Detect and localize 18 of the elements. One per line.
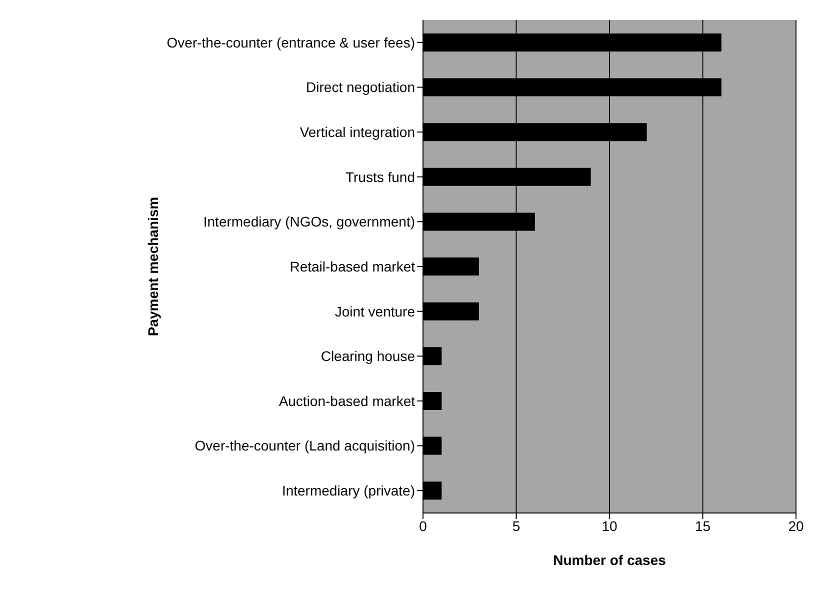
x-tick-label: 15 — [694, 518, 711, 534]
y-axis-title: Payment mechanism — [144, 196, 161, 336]
y-tick-label: Over-the-counter (Land acquisition) — [194, 438, 415, 454]
x-tick-label: 10 — [602, 518, 618, 534]
x-tick-label: 5 — [512, 518, 520, 534]
y-tick-label: Auction-based market — [278, 392, 416, 409]
y-tick-label: Intermediary (NGOs, government) — [203, 214, 415, 230]
y-tick-label: Direct negotiation — [306, 79, 415, 96]
y-tick-label: Trusts fund — [345, 168, 415, 185]
x-tick-label: 20 — [788, 518, 804, 534]
y-tick-label: Vertical integration — [300, 124, 415, 140]
x-tick-label: 0 — [419, 518, 428, 534]
x-axis-title: Number of cases — [553, 552, 666, 568]
y-tick-label: Clearing house — [320, 348, 416, 364]
y-tick-label: Over-the-counter (entrance & user fees) — [166, 34, 415, 50]
y-tick-label: Intermediary (private) — [282, 482, 415, 499]
y-tick-label: Joint venture — [334, 303, 416, 320]
y-tick-label: Retail-based market — [290, 258, 416, 274]
